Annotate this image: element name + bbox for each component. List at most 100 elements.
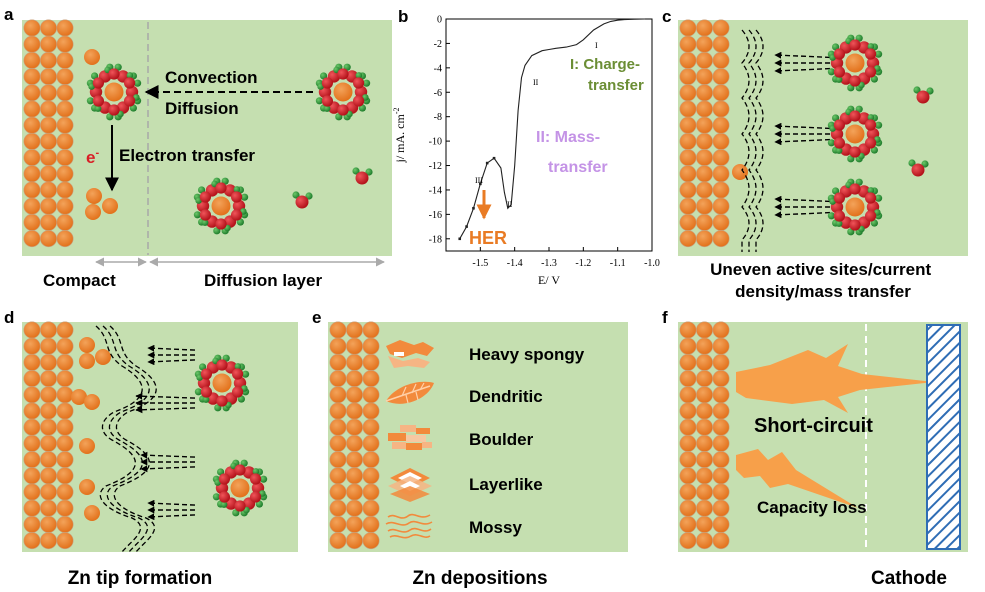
zinc-atom — [23, 19, 41, 37]
x-tick-label: -1.5 — [472, 258, 488, 269]
roman-iii-label: III — [475, 176, 483, 185]
zinc-ion — [211, 196, 231, 216]
panel-d-letter: d — [4, 308, 14, 327]
zinc-atom — [39, 434, 57, 452]
zinc-atom — [345, 418, 363, 436]
zinc-tip — [95, 349, 111, 365]
chart-data-point — [479, 182, 482, 186]
chart-data-point — [465, 225, 468, 228]
solvated-zinc-complex — [315, 63, 371, 121]
zinc-atom — [362, 483, 380, 501]
zinc-atom — [679, 418, 697, 436]
hydrogen-atom — [835, 147, 843, 154]
oxygen-atom — [200, 368, 213, 380]
solvated-zinc-complex — [827, 34, 883, 92]
x-tick-label: -1.4 — [507, 258, 523, 269]
y-tick-label: -10 — [429, 137, 442, 148]
zinc-atom — [679, 165, 697, 183]
zinc-atom — [329, 418, 347, 436]
oxygen-atom — [108, 68, 120, 80]
zinc-atom — [712, 197, 730, 215]
oxygen-atom — [849, 183, 861, 195]
zinc-atom — [712, 386, 730, 404]
dendritic-icon — [385, 381, 434, 404]
convection-label: Convection — [165, 68, 258, 87]
oxygen-atom — [864, 66, 877, 78]
zinc-atom — [39, 213, 57, 231]
oxygen-atom — [833, 192, 846, 204]
diffusion-layer-contours — [95, 325, 157, 553]
hydrogen-atom — [870, 219, 879, 227]
zinc-atom — [329, 467, 347, 485]
hydrogen-atom — [252, 468, 260, 475]
zinc-atom — [679, 386, 697, 404]
y-tick-label: 0 — [437, 15, 442, 26]
zinc-atom — [56, 230, 74, 248]
hydrogen-atom — [870, 75, 879, 83]
zinc-atom — [679, 100, 697, 118]
hydrogen-atom — [365, 168, 373, 176]
hydrogen-atom — [202, 396, 210, 403]
zinc-atom — [712, 19, 730, 37]
zinc-nucleus — [86, 188, 102, 204]
zinc-atom — [345, 532, 363, 550]
diffusion-contour — [95, 325, 143, 553]
panel-c-letter: c — [662, 7, 671, 26]
zinc-ion — [104, 82, 124, 102]
hydrogen-atom — [240, 193, 249, 201]
oxygen-atom — [849, 75, 861, 87]
morphology-label-mossy: Mossy — [469, 518, 522, 537]
zinc-atom — [712, 499, 730, 517]
oxygen-atom — [295, 195, 309, 209]
zinc-atom — [56, 386, 74, 404]
oxygen-atom — [864, 210, 877, 222]
zinc-atom — [712, 213, 730, 231]
zinc-atom — [345, 434, 363, 452]
panel-d-caption: Zn tip formation — [68, 568, 213, 589]
capacity-loss-dendrite — [736, 449, 858, 508]
zinc-atom — [362, 532, 380, 550]
zinc-atom — [56, 51, 74, 69]
flux-arrow — [140, 451, 196, 459]
zinc-atom — [679, 149, 697, 167]
oxygen-atom — [849, 219, 861, 231]
solvated-zinc-complexes — [86, 34, 883, 517]
morphology-label-heavy-spongy: Heavy spongy — [469, 345, 585, 364]
zinc-atom — [39, 451, 57, 469]
hydrogen-atom — [133, 79, 142, 87]
hydrogen-atom — [835, 76, 843, 83]
zinc-tip — [84, 394, 100, 410]
oxygen-atom — [249, 473, 262, 485]
zinc-atom — [39, 418, 57, 436]
hydrogen-atom — [827, 139, 836, 147]
zinc-atom — [39, 499, 57, 517]
zinc-atom — [695, 35, 713, 53]
zinc-atom — [695, 467, 713, 485]
hydrogen-atom — [362, 79, 371, 87]
zinc-atom — [679, 19, 697, 37]
zinc-atom — [56, 165, 74, 183]
zinc-atom — [39, 353, 57, 371]
zinc-atom — [695, 230, 713, 248]
zinc-atom — [56, 353, 74, 371]
diffusion-contour — [102, 325, 150, 553]
oxygen-atom — [864, 119, 877, 131]
oxygen-atom — [123, 95, 136, 107]
zinc-atom — [712, 467, 730, 485]
hydrogen-atom — [86, 97, 95, 105]
zinc-atom — [362, 337, 380, 355]
chart-xlabel: E/ V — [538, 273, 560, 287]
zinc-atom — [23, 35, 41, 53]
hydrogen-atom — [201, 219, 209, 226]
zinc-atom — [679, 515, 697, 533]
hydrogen-atom — [827, 68, 836, 76]
x-tick-label: -1.1 — [610, 258, 626, 269]
compact-label: Compact — [43, 271, 116, 290]
solvated-zinc-complex — [193, 177, 249, 235]
zinc-atom — [56, 116, 74, 134]
roman-ii-label: II — [533, 78, 539, 87]
zinc-atom — [329, 532, 347, 550]
zinc-atom — [679, 84, 697, 102]
zinc-atom — [712, 353, 730, 371]
